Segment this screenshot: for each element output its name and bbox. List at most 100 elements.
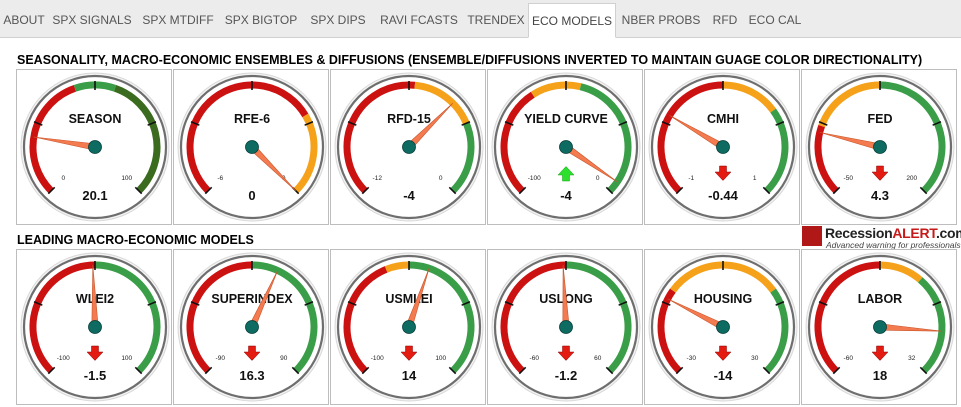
gauge-housing: HOUSING -30 30 -14 (644, 249, 800, 405)
gauge-value: 18 (873, 368, 887, 383)
gauge-value: 4.3 (871, 188, 889, 203)
gauge-major-tick (347, 121, 357, 126)
gauge-major-tick (661, 121, 671, 126)
gauge-band-2 (722, 81, 776, 113)
gauge-dial: FED -50 200 4.3 (805, 72, 955, 222)
recession-alert-logo: RecessionALERT.com Advanced warning for … (800, 225, 961, 250)
gauge-hub (873, 140, 887, 154)
gauge-major-tick (675, 186, 684, 195)
trend-down-arrow-icon (400, 345, 418, 361)
gauge-major-tick (204, 186, 213, 195)
gauge-band-2 (879, 261, 923, 283)
tab-eco-models[interactable]: ECO MODELS (528, 3, 616, 38)
gauge-title: USMLEI (385, 292, 432, 306)
gauge-value: -4 (560, 188, 572, 203)
gauge-major-tick (605, 366, 614, 375)
gauge-band-1 (500, 91, 535, 194)
gauge-value: 20.1 (82, 188, 107, 203)
trend-down-arrow-icon (557, 345, 575, 361)
tab-nber-probs[interactable]: NBER PROBS (621, 13, 701, 27)
tab-trendex[interactable]: TRENDEX (467, 13, 525, 27)
gauge-min-label: -100 (371, 355, 384, 362)
gauge-major-tick (461, 121, 471, 126)
gauge-major-tick (347, 301, 357, 306)
gauge-hub (559, 140, 573, 154)
gauge-major-tick (448, 366, 457, 375)
gauge-major-tick (204, 366, 213, 375)
gauge-major-tick (762, 186, 771, 195)
gauge-band-3 (113, 85, 161, 194)
gauge-min-label: 0 (61, 175, 65, 182)
tab-spx-mtdiff[interactable]: SPX MTDIFF (142, 13, 214, 27)
gauge-min-label: -12 (373, 175, 383, 182)
gauge-max-label: 0 (439, 175, 443, 182)
trend-down-arrow-icon (871, 165, 889, 181)
gauge-hub (88, 140, 102, 154)
gauge-hub (716, 140, 730, 154)
gauge-major-tick (190, 121, 200, 126)
tab-spx-dips[interactable]: SPX DIPS (310, 13, 366, 27)
gauge-major-tick (33, 121, 43, 126)
gauge-major-tick (134, 366, 143, 375)
gauge-major-tick (919, 366, 928, 375)
tab-spx-signals[interactable]: SPX SIGNALS (52, 13, 132, 27)
gauge-min-label: -100 (528, 175, 541, 182)
gauge-band-2 (530, 81, 582, 98)
gauge-min-label: -100 (57, 355, 70, 362)
gauge-major-tick (818, 301, 828, 306)
gauge-major-tick (618, 121, 628, 126)
gauge-title: RFE-6 (234, 112, 270, 126)
gauge-major-tick (832, 186, 841, 195)
logo-tagline: Advanced warning for professionals (826, 240, 961, 250)
gauge-hub (873, 320, 887, 334)
gauge-major-tick (47, 366, 56, 375)
gauge-major-tick (762, 366, 771, 375)
tab-ravi-fcasts[interactable]: RAVI FCASTS (380, 13, 458, 27)
gauge-value: -0.44 (708, 188, 738, 203)
gauge-dial: CMHI -1 1 -0.44 (648, 72, 798, 222)
gauge-max-label: 90 (280, 355, 288, 362)
gauge-band-1 (29, 85, 77, 194)
gauge-band-1 (343, 81, 416, 194)
gauge-major-tick (134, 186, 143, 195)
gauge-rfe-6: RFE-6-600 (173, 69, 329, 225)
tab-spx-bigtop[interactable]: SPX BIGTOP (224, 13, 298, 27)
tab-eco-cal[interactable]: ECO CAL (748, 13, 802, 27)
section-title-leading: LEADING MACRO-ECONOMIC MODELS (17, 233, 254, 247)
gauge-major-tick (304, 121, 314, 126)
tab-rfd[interactable]: RFD (712, 13, 738, 27)
gauge-band-3 (579, 83, 632, 194)
gauge-major-tick (932, 121, 942, 126)
trend-down-arrow-icon (714, 165, 732, 181)
gauge-major-tick (518, 366, 527, 375)
gauge-band-2 (414, 81, 470, 125)
gauge-band-3 (917, 277, 946, 374)
gauge-major-tick (190, 301, 200, 306)
gauge-major-tick (33, 301, 43, 306)
gauge-major-tick (518, 186, 527, 195)
tab-about[interactable]: ABOUT (3, 13, 45, 27)
gauge-max-label: 60 (594, 355, 602, 362)
gauge-major-tick (361, 186, 370, 195)
logo-text: RecessionALERT.com (825, 225, 961, 241)
gauge-fed: FED -50 200 4.3 (801, 69, 957, 225)
gauge-yield-curve: YIELD CURVE -100 0 -4 (487, 69, 643, 225)
gauge-major-tick (147, 301, 157, 306)
gauge-hub (245, 140, 259, 154)
gauge-min-label: -90 (216, 355, 226, 362)
gauge-min-label: -60 (530, 355, 540, 362)
gauge-major-tick (304, 301, 314, 306)
gauge-dial: HOUSING -30 30 -14 (648, 252, 798, 402)
gauge-title: YIELD CURVE (524, 112, 608, 126)
gauge-max-label: 100 (121, 355, 132, 362)
gauge-max-label: 32 (908, 355, 916, 362)
gauge-hub (559, 320, 573, 334)
gauge-value: -1.5 (84, 368, 106, 383)
gauge-max-label: 100 (435, 355, 446, 362)
trend-down-arrow-icon (714, 345, 732, 361)
gauge-band-3 (764, 288, 789, 374)
gauge-hub (245, 320, 259, 334)
gauge-major-tick (661, 301, 671, 306)
